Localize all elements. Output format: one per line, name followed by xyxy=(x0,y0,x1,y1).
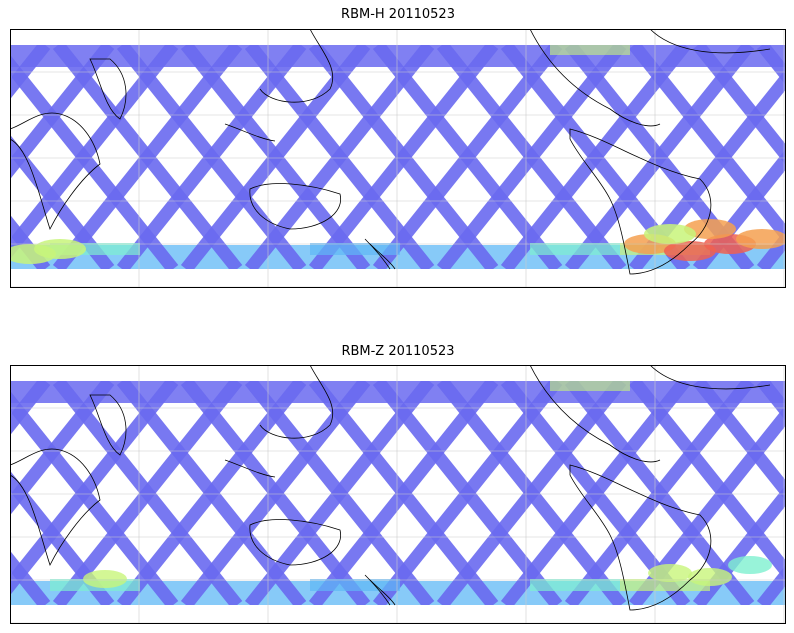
panel-title: RBM-H 20110523 xyxy=(341,7,455,22)
swath-layer xyxy=(10,381,786,605)
swath-map xyxy=(10,29,786,288)
swath-map xyxy=(10,365,786,624)
map-frame xyxy=(10,365,786,624)
coastlines xyxy=(10,29,771,275)
hotspot-layer xyxy=(83,556,772,588)
coastlines xyxy=(10,365,771,611)
panel-title: RBM-Z 20110523 xyxy=(341,344,455,359)
graticule xyxy=(10,365,786,624)
map-frame xyxy=(10,29,786,288)
swath-layer xyxy=(10,45,786,269)
